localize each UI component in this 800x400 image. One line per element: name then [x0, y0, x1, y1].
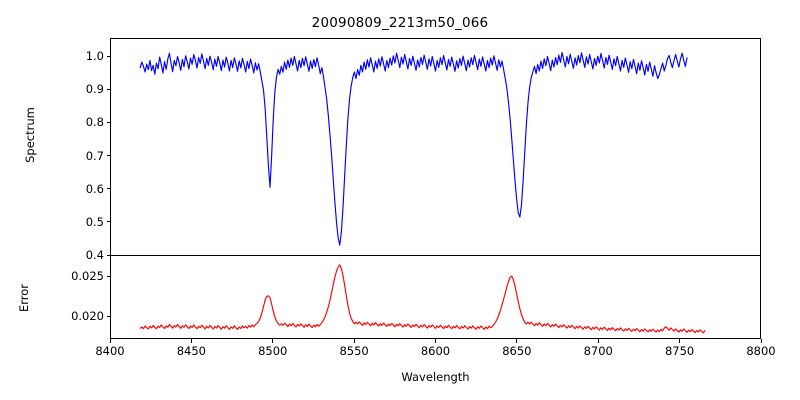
error-y-tick: [106, 275, 110, 277]
spectrum-y-tick: [106, 254, 110, 256]
spectrum-y-tick-label: 0.7: [85, 148, 104, 163]
x-tick: [516, 339, 518, 343]
x-tick: [353, 339, 355, 343]
spectrum-y-tick: [106, 55, 110, 57]
spectrum-y-tick-label: 0.8: [85, 115, 104, 130]
error-y-tick-label: 0.025: [71, 269, 104, 283]
x-tick-label: 8700: [583, 344, 613, 358]
x-tick-label: 8800: [746, 344, 776, 358]
spectrum-y-tick-label: 1.0: [85, 49, 104, 64]
x-tick: [109, 339, 111, 343]
x-tick-label: 8550: [339, 344, 369, 358]
x-tick: [272, 339, 274, 343]
chart-title: 20090809_2213m50_066: [311, 15, 489, 31]
spectrum-y-tick: [106, 88, 110, 90]
error-y-tick-label: 0.020: [71, 309, 104, 324]
spectrum-y-tick: [106, 155, 110, 157]
error-panel: [110, 255, 761, 339]
spectrum-panel: [110, 38, 761, 255]
spectrum-plot-area: [111, 39, 760, 255]
x-tick-label: 8400: [95, 344, 125, 358]
x-tick: [435, 339, 437, 343]
spectrum-y-tick-label: 0.5: [85, 214, 104, 229]
x-tick: [190, 339, 192, 343]
x-tick-label: 8750: [664, 344, 695, 358]
error-y-tick: [106, 315, 110, 317]
x-tick-label: 8600: [420, 344, 451, 358]
spectrum-y-tick: [106, 121, 110, 124]
x-tick-label: 8450: [176, 344, 207, 358]
spectrum-y-tick: [106, 221, 110, 223]
spectrum-y-tick-label: 0.9: [85, 82, 104, 97]
spectrum-y-tick-label: 0.6: [85, 181, 104, 196]
x-tick-label: 8650: [502, 344, 532, 358]
x-axis-title: Wavelength: [401, 370, 470, 384]
x-tick: [597, 339, 599, 343]
spectrum-axis-title: Spectrum: [23, 107, 37, 163]
error-plot-area: [111, 256, 760, 338]
spectrum-y-tick: [106, 188, 110, 190]
spectrum-line: [140, 53, 687, 246]
x-tick: [679, 339, 681, 343]
x-tick-label: 8500: [258, 344, 288, 358]
error-line: [140, 265, 705, 333]
spectrum-y-tick-label: 0.4: [85, 248, 104, 262]
x-tick: [760, 339, 762, 343]
